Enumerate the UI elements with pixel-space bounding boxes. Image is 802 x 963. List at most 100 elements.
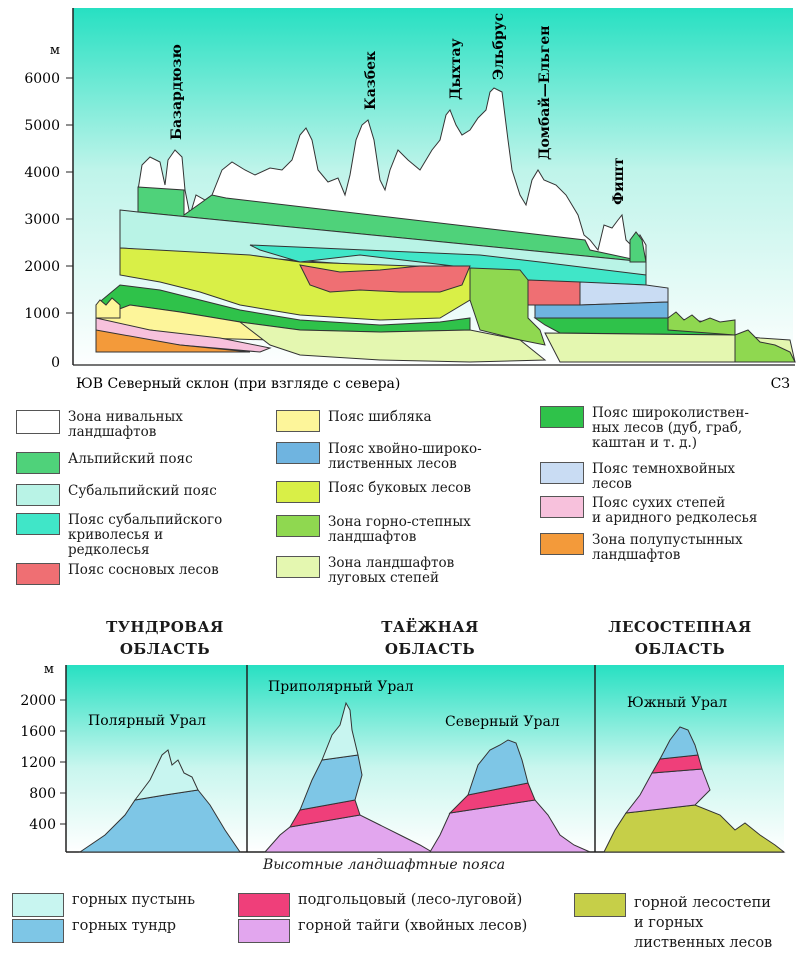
y-ticks: 6000 5000 4000 3000 2000 1000 0 (24, 71, 73, 371)
legend-item-alpine: Альпийский пояс (16, 452, 193, 474)
y-tick-0: 0 (51, 355, 60, 371)
legend-item-dark-conifer: Пояс темнохвойных лесов (540, 462, 735, 492)
legend-item-krivolesye: Пояс субальпийского криволесья и редколе… (16, 513, 222, 558)
peak-label-dykhtau: Дыхтау (448, 38, 464, 100)
legend-item-mountain-desert: горных пустынь (12, 893, 195, 917)
y-ticks: 2000 1600 1200 800 400 (20, 693, 66, 833)
legend-swatch (540, 533, 584, 555)
legend-swatch (276, 410, 320, 432)
legend-item-semidesert: Зона полупустынных ландшафтов (540, 533, 743, 563)
y-unit-label: м (44, 662, 54, 677)
y-tick-3000: 3000 (24, 212, 60, 228)
peak-label-bazardyuzyu: Базардюзю (169, 44, 185, 140)
meadow-steppe-band (238, 321, 547, 363)
legend-item-mountain-tundra: горных тундр (12, 919, 176, 943)
legend-label: Альпийский пояс (68, 451, 193, 467)
forest-steppe-layer (603, 804, 786, 853)
polar-ural-mountain (78, 749, 241, 853)
legend-item-forest-steppe: горной лесостепи и горных лиственных лес… (574, 893, 772, 953)
legend-label: горной лесостепи и горных лиственных лес… (634, 895, 773, 951)
y-tick-2000: 2000 (24, 259, 60, 275)
y-unit-label: м (50, 43, 60, 58)
x-axis-right-label: СЗ (771, 376, 790, 392)
legend-label: Пояс широколиствен- ных лесов (дуб, граб… (592, 405, 749, 451)
pine-band (299, 264, 471, 293)
peak-label-kazbek: Казбек (363, 51, 379, 110)
tundra-layer (467, 739, 529, 796)
taiga-layer (429, 799, 591, 853)
legend-swatch (16, 484, 60, 506)
legend-label: подгольцовый (лесо-луговой) (298, 892, 523, 908)
peak-label-dombay: Домбай—Ельген (536, 25, 553, 160)
mountain-label-southern-ural: Южный Урал (627, 695, 727, 711)
legend-item-pine: Пояс сосновых лесов (16, 563, 219, 585)
legend-item-shiblyak: Пояс шибляка (276, 410, 432, 432)
mountain-label-polar-ural: Полярный Урал (88, 713, 206, 729)
urals-profile-chart: м 2000 1600 1200 800 400 Полярный Урал П… (20, 662, 786, 853)
legend-swatch (238, 919, 290, 943)
left-foothills (95, 297, 121, 319)
legend-label: Пояс хвойно-широко- лиственных лесов (328, 441, 482, 472)
legend-swatch (574, 893, 626, 917)
pine-band-right (527, 279, 581, 306)
legend-swatch (12, 919, 64, 943)
legend-swatch (16, 452, 60, 474)
legend-label: Пояс сосновых лесов (68, 562, 219, 578)
legend-swatch (276, 442, 320, 464)
subpolar-ural-mountain (263, 701, 434, 853)
region-title-forest-steppe: ЛЕСОСТЕПНАЯ ОБЛАСТЬ (608, 618, 752, 658)
x-axis-left-label: ЮВ Северный склон (при взгляде с севера) (76, 376, 400, 392)
mountain-bands (95, 87, 796, 363)
region-title-taiga: ТАЁЖНАЯ ОБЛАСТЬ (381, 618, 479, 658)
lowland-hills (667, 311, 736, 336)
caucasus-profile-chart: м 6000 5000 4000 3000 2000 1000 0 (24, 8, 796, 392)
legend-label: Пояс сухих степей и аридного редколесья (592, 495, 758, 526)
bottom-chart-caption: Высотные ландшафтные пояса (263, 857, 506, 873)
peak-label-elbrus: Эльбрус (491, 13, 507, 80)
darkconifer-band (579, 281, 669, 306)
mountain-label-subpolar-ural: Приполярный Урал (268, 679, 414, 695)
lowland-hills-far (734, 329, 796, 363)
beech-band (119, 247, 481, 321)
desert-layer (321, 701, 359, 761)
y-tick-1200: 1200 (20, 755, 56, 771)
legend-label: горных пустынь (72, 892, 196, 908)
legend-label: Зона нивальных ландшафтов (68, 409, 183, 440)
legend-swatch (238, 893, 290, 917)
legend-swatch (540, 496, 584, 518)
y-tick-6000: 6000 (24, 71, 60, 87)
legend-item-conifer-broadleaf: Пояс хвойно-широко- лиственных лесов (276, 442, 482, 472)
right-foothill-peaks (629, 231, 647, 263)
peak-label-fisht: Фишт (611, 157, 627, 205)
legend-label: горной тайги (хвойных лесов) (298, 918, 528, 934)
legend-item-mountain-steppe: Зона горно-степных ландшафтов (276, 515, 471, 545)
conifer-broadleaf-band (534, 301, 669, 319)
legend-item-mountain-taiga: горной тайги (хвойных лесов) (238, 919, 527, 943)
region-title-tundra: ТУНДРОВАЯ ОБЛАСТЬ (106, 618, 224, 658)
legend-item-podgoltsovy: подгольцовый (лесо-луговой) (238, 893, 522, 917)
mountain-steppe-band (469, 267, 546, 346)
y-tick-400: 400 (29, 817, 56, 833)
legend-item-beech: Пояс буковых лесов (276, 481, 471, 503)
legend-swatch (276, 481, 320, 503)
legend-item-dry-steppe: Пояс сухих степей и аридного редколесья (540, 496, 757, 526)
legend-label: Пояс субальпийского криволесья и редколе… (68, 512, 223, 558)
legend-item-meadow-steppe: Зона ландшафтов луговых степей (276, 556, 454, 586)
tundra-layer (659, 726, 699, 760)
legend-label: Субальпийский пояс (68, 483, 217, 499)
legend-label: Зона ландшафтов луговых степей (328, 555, 455, 586)
legend-swatch (276, 556, 320, 578)
legend-label: Зона полупустынных ландшафтов (592, 532, 743, 563)
y-tick-800: 800 (29, 786, 56, 802)
northern-ural-mountain (429, 739, 591, 853)
legend-item-subalpine: Субальпийский пояс (16, 484, 217, 506)
legend-swatch (16, 410, 60, 434)
legend-swatch (16, 513, 60, 535)
semidesert-band (95, 329, 251, 353)
legend-label: Пояс шибляка (328, 409, 432, 425)
legend-label: Пояс темнохвойных лесов (592, 461, 736, 492)
legend-swatch (540, 406, 584, 428)
y-tick-1600: 1600 (20, 724, 56, 740)
y-tick-4000: 4000 (24, 165, 60, 181)
legend-swatch (276, 515, 320, 537)
